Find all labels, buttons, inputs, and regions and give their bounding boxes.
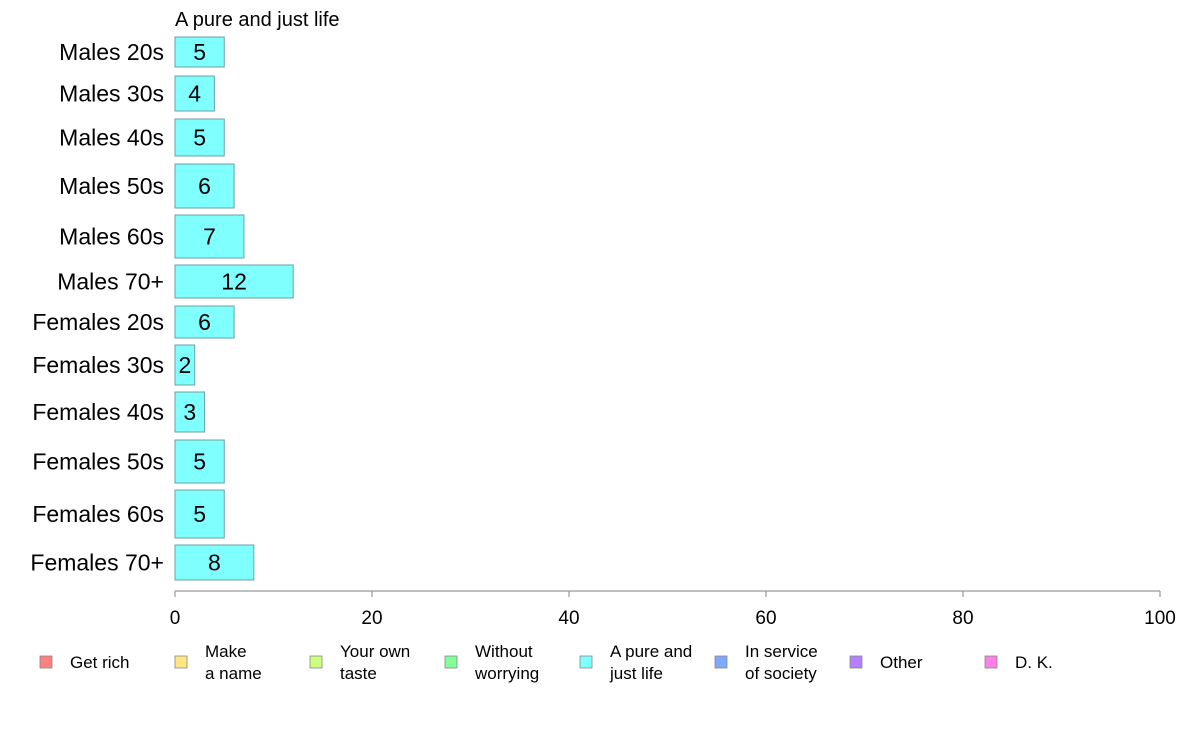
legend: Get rich Make a name Your own taste Without wo…	[39, 642, 1053, 683]
bar-value-label: 8	[208, 550, 221, 576]
legend-swatch	[849, 655, 863, 669]
legend-swatch	[579, 655, 593, 669]
bar	[174, 264, 294, 299]
bar	[174, 118, 225, 157]
legend-label: Make a name	[205, 642, 262, 683]
x-tick-label: 20	[361, 608, 382, 629]
bar-value-label: 5	[193, 125, 206, 151]
bar-value-label: 6	[198, 173, 211, 199]
chart-title: A pure and just life	[175, 9, 340, 31]
bar	[174, 439, 225, 484]
bar	[174, 489, 225, 539]
legend-label: A pure and just life	[609, 642, 692, 683]
bar-value-label: 6	[198, 309, 211, 335]
x-axis: 0 20 40 60 80 100	[170, 590, 1176, 629]
category-labels: Males 20s Males 30s Males 40s Males 50s Male…	[30, 39, 164, 576]
legend-label: Your own taste	[340, 642, 410, 683]
bar	[174, 544, 255, 581]
bar-value-label: 7	[203, 224, 216, 250]
legend-label: Other	[880, 653, 923, 672]
legend-swatch	[714, 655, 728, 669]
category-label: Females 20s	[32, 309, 164, 335]
category-label: Males 40s	[59, 125, 164, 151]
x-tick-label: 40	[558, 608, 579, 629]
bar	[174, 391, 206, 433]
legend-swatch	[984, 655, 998, 669]
bar	[174, 36, 225, 68]
bar-value-label: 4	[188, 81, 201, 107]
legend-label: In service of society	[745, 642, 818, 683]
bar-value-label: 5	[193, 501, 206, 527]
legend-swatch	[444, 655, 458, 669]
x-tick-label: 60	[755, 608, 776, 629]
category-label: Females 70+	[30, 550, 164, 576]
bar-value-label: 3	[183, 399, 196, 425]
category-label: Males 50s	[59, 173, 164, 199]
category-label: Females 60s	[32, 501, 164, 527]
category-label: Males 30s	[59, 81, 164, 107]
category-label: Males 70+	[57, 269, 164, 295]
bar	[174, 305, 235, 339]
x-tick-label: 80	[952, 608, 973, 629]
bar-value-label: 2	[178, 352, 191, 378]
category-label: Females 50s	[32, 449, 164, 475]
category-label: Males 20s	[59, 39, 164, 65]
category-label: Males 60s	[59, 224, 164, 250]
legend-label: Without worrying	[474, 642, 539, 683]
legend-label: D. K.	[1015, 653, 1053, 672]
x-tick-label: 100	[1144, 608, 1176, 629]
bar	[174, 163, 235, 209]
bar	[174, 344, 196, 386]
bar	[174, 75, 215, 112]
bar-value-label: 12	[221, 269, 247, 295]
legend-swatch	[309, 655, 323, 669]
legend-label: Get rich	[70, 653, 130, 672]
legend-swatch	[174, 655, 188, 669]
bar-value-label: 5	[193, 449, 206, 475]
legend-swatch	[39, 655, 53, 669]
bar	[174, 214, 245, 259]
x-tick-label: 0	[170, 608, 181, 629]
category-label: Females 40s	[32, 399, 164, 425]
bar-value-label: 5	[193, 39, 206, 65]
category-label: Females 30s	[32, 352, 164, 378]
